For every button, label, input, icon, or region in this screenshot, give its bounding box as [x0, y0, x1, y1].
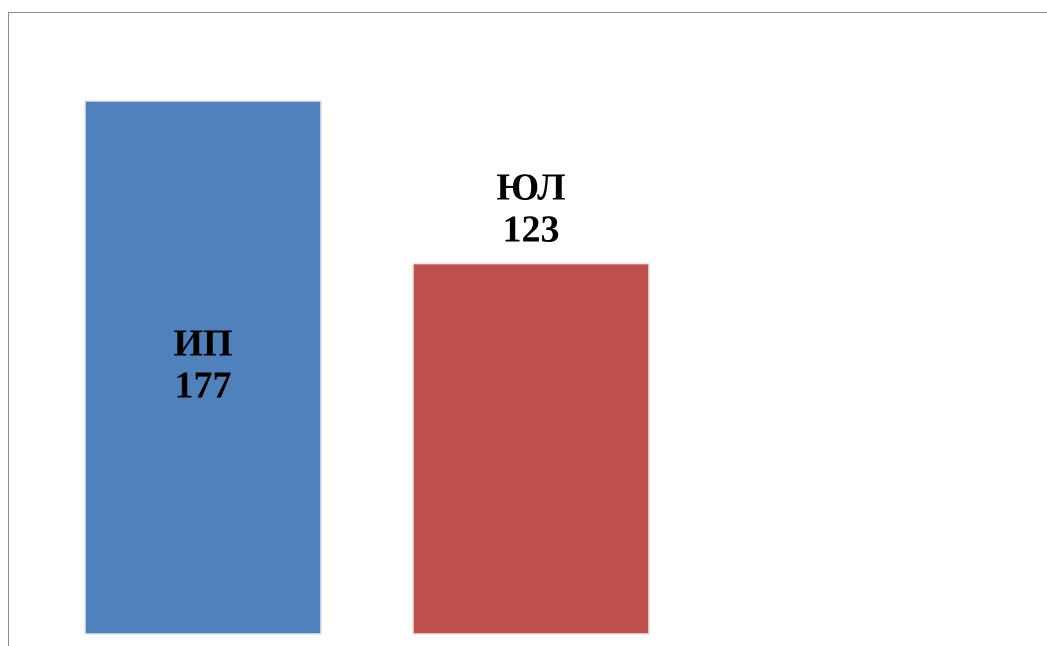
data-label-value-2: 123	[503, 209, 560, 251]
data-label-value-1: 177	[175, 365, 232, 407]
data-label-category-1: ИП	[173, 323, 232, 365]
bars-layer	[84, 100, 650, 635]
bar-1	[84, 100, 322, 635]
bar-2	[412, 262, 650, 635]
data-label-category-2: ЮЛ	[496, 167, 565, 209]
